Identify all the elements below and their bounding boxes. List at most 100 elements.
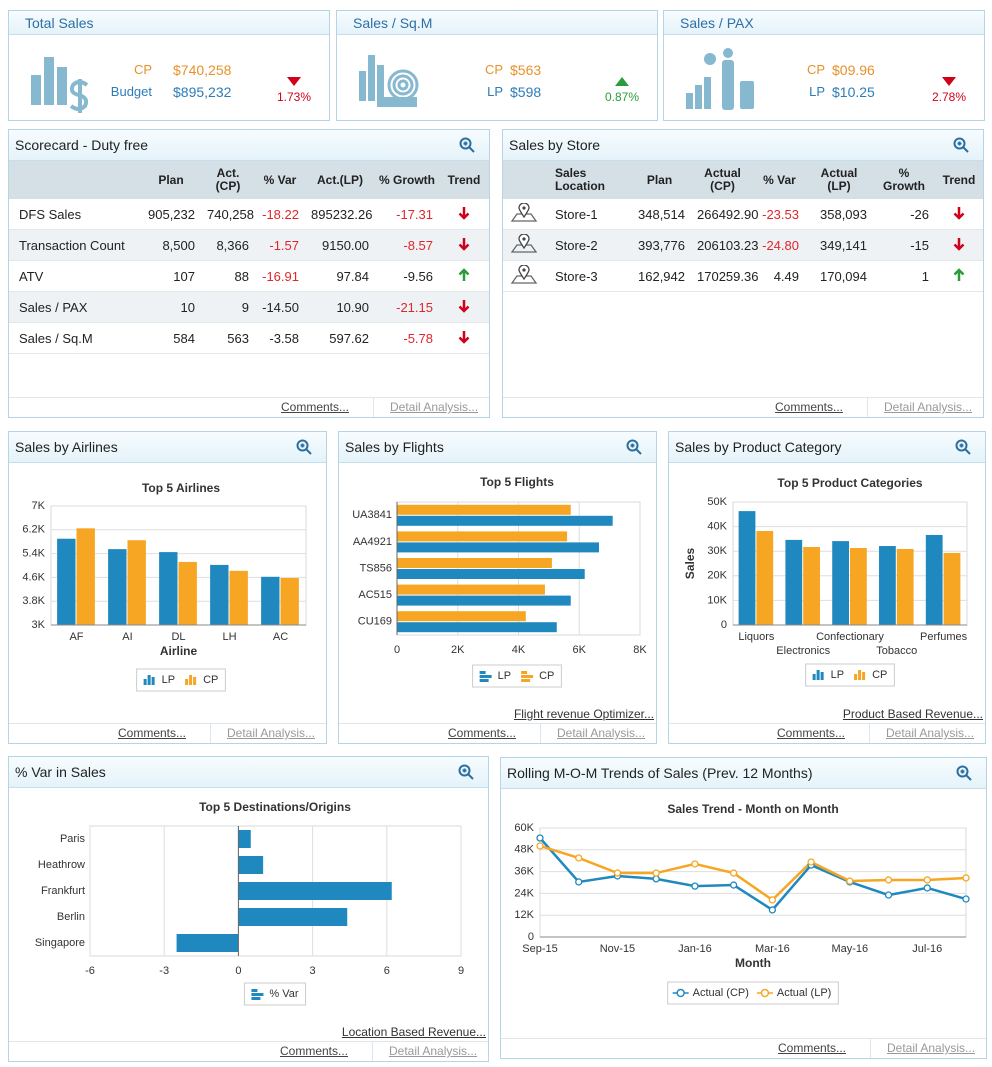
- comments-link[interactable]: Comments...: [279, 1044, 348, 1058]
- detail-analysis-link[interactable]: Detail Analysis...: [869, 724, 985, 743]
- chart-link[interactable]: Flight revenue Optimizer...: [513, 707, 654, 721]
- header-cell: Trend: [439, 161, 489, 199]
- zoom-handle: [300, 443, 312, 455]
- map-plate: [510, 274, 538, 284]
- panel-title: Sales / PAX: [680, 14, 754, 31]
- panel-header: Sales / PAX: [664, 11, 984, 35]
- trend-arrow-down: [953, 237, 965, 251]
- trend-arrow-down: [458, 237, 470, 251]
- header-cell: % Var: [754, 161, 805, 199]
- table-cell: -23.53: [754, 199, 805, 230]
- pin-cell: [503, 199, 545, 230]
- header-cell: % Var: [255, 161, 305, 199]
- kpi-icon: [359, 55, 419, 107]
- detail-analysis-link[interactable]: Detail Analysis...: [867, 398, 983, 417]
- chart-link[interactable]: Location Based Revenue...: [341, 1025, 486, 1039]
- arrow-shape: [458, 299, 470, 313]
- zoom-icon[interactable]: [956, 765, 972, 781]
- kpi-card: Total Sales CP $740,258 Budget $895,232 1.73%: [8, 10, 330, 121]
- panel-footer: Comments... Detail Analysis...: [503, 397, 983, 417]
- kpi-label: LP: [809, 84, 825, 99]
- table-row: Sales / Sq.M 584 563 -3.58 597.62 -5.78: [9, 322, 489, 354]
- trend-cell: [935, 260, 983, 292]
- header-cell: % Growth: [375, 161, 439, 199]
- detail-analysis-link[interactable]: Detail Analysis...: [372, 1042, 488, 1061]
- kpi-change: 1.73%: [276, 90, 312, 104]
- icon-tape-strip: [377, 97, 417, 107]
- table-cell: 170,094: [805, 260, 873, 292]
- icon-bar: [686, 93, 693, 109]
- panel-header: Sales by Product Category: [669, 432, 985, 463]
- map-pin: [518, 232, 530, 249]
- zoom-lens: [626, 439, 639, 452]
- pin-cell: [503, 260, 545, 292]
- comments-link[interactable]: Comments...: [280, 400, 349, 414]
- map-plate: [510, 212, 538, 222]
- table-cell: -8.57: [375, 229, 439, 261]
- comments-link[interactable]: Comments...: [777, 1041, 846, 1055]
- data-table: Sales Location Plan Actual (CP)% Var Actual…: [503, 161, 983, 292]
- zoom-lens: [459, 137, 472, 150]
- comments-link[interactable]: Comments...: [776, 726, 845, 740]
- table-cell: DFS Sales: [9, 199, 141, 230]
- comments-link[interactable]: Comments...: [447, 726, 516, 740]
- panel: Sales by Store Comments... Detail Analysis…: [502, 129, 984, 418]
- comments-link[interactable]: Comments...: [117, 726, 186, 740]
- kpi-trend-down: [942, 77, 956, 86]
- table-cell: Sales / PAX: [9, 291, 141, 323]
- icon-bar: [359, 71, 366, 101]
- triangle: [615, 77, 629, 86]
- table-cell: 266492.90: [691, 199, 758, 230]
- zoom-handle: [957, 141, 969, 153]
- table-row: DFS Sales 905,232 740,258 -18.22 895232.26 -1…: [9, 199, 489, 230]
- kpi-value: $10.25: [832, 84, 875, 100]
- zoom-icon[interactable]: [955, 439, 971, 455]
- comments-link[interactable]: Comments...: [774, 400, 843, 414]
- kpi-label: CP: [806, 62, 825, 77]
- header-cell-blank: [503, 161, 545, 199]
- header-cell: Actual (LP): [805, 161, 873, 199]
- header-cell-blank: [9, 161, 141, 199]
- panel-header: Sales / Sq.M: [337, 11, 657, 35]
- icon-bar: [57, 67, 67, 105]
- zoom-icon[interactable]: [458, 764, 474, 780]
- table-cell: -26: [873, 199, 935, 230]
- panel-header: Scorecard - Duty free: [9, 130, 489, 161]
- chart-link[interactable]: Product Based Revenue...: [842, 707, 983, 721]
- panel-header: Sales by Flights: [339, 432, 656, 463]
- detail-analysis-link[interactable]: Detail Analysis...: [373, 398, 489, 417]
- kpi-card: Sales / Sq.M CP $563 LP $598 0.87%: [336, 10, 658, 121]
- zoom-icon[interactable]: [953, 137, 969, 153]
- panel-footer: Comments... Detail Analysis...: [339, 723, 656, 743]
- detail-analysis-link[interactable]: Detail Analysis...: [870, 1039, 986, 1058]
- table-cell: -1.57: [255, 229, 305, 261]
- trend-arrow-down: [458, 330, 470, 344]
- zoom-icon[interactable]: [459, 137, 475, 153]
- table-row: Store-2 393,776 206103.23 -24.80 349,141 -15: [503, 229, 983, 261]
- header-cell: Actual (CP): [691, 161, 754, 199]
- kpi-label: Budget: [110, 84, 152, 99]
- zoom-icon[interactable]: [626, 439, 642, 455]
- kpi-change: 2.78%: [931, 90, 967, 104]
- table-cell: 97.84: [305, 260, 375, 292]
- trend-arrow-down: [458, 299, 470, 313]
- kpi-value: $598: [510, 84, 542, 100]
- kpi-trend-up: [615, 77, 629, 86]
- header-cell: Plan: [628, 161, 691, 199]
- zoom-lens: [458, 764, 471, 777]
- trend-cell: [439, 291, 489, 323]
- kpi-label: CP: [133, 62, 152, 77]
- table-row: Sales / PAX 10 9 -14.50 10.90 -21.15: [9, 291, 489, 323]
- arrow-shape: [458, 330, 470, 344]
- kpi-label: LP: [487, 84, 503, 99]
- detail-analysis-link[interactable]: Detail Analysis...: [210, 724, 326, 743]
- pin-cell: [503, 229, 545, 261]
- detail-analysis-link[interactable]: Detail Analysis...: [540, 724, 656, 743]
- table-cell: -18.22: [255, 199, 305, 230]
- header-cell: Trend: [935, 161, 983, 199]
- icon-bar: [44, 57, 54, 105]
- zoom-icon[interactable]: [296, 439, 312, 455]
- arrow-shape: [953, 237, 965, 251]
- zoom-handle: [630, 443, 642, 455]
- icon-dollar: [69, 79, 89, 113]
